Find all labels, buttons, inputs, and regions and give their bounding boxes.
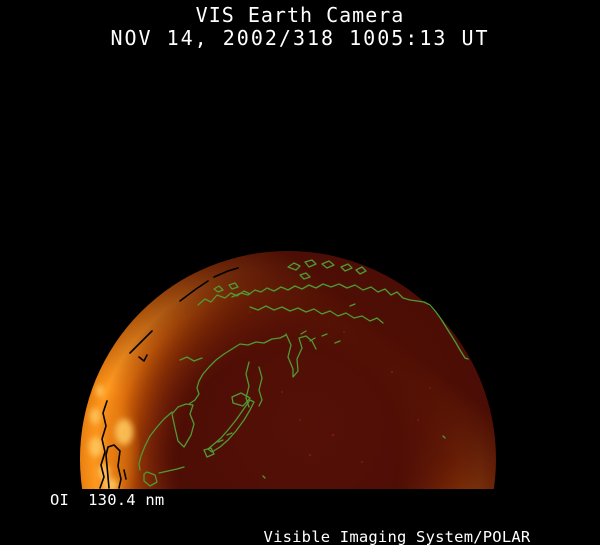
credit-block: Visible Imaging System/POLAR The Univers… — [244, 491, 549, 545]
image-title: VIS Earth Camera — [195, 3, 405, 27]
noise-speck — [390, 370, 394, 374]
coastline-path — [138, 411, 185, 487]
noise-speck — [331, 433, 335, 437]
noise-speck — [280, 390, 284, 394]
black-coastline-path — [129, 330, 153, 362]
coastline-path — [171, 403, 195, 448]
limb-hotspot — [89, 437, 103, 457]
limb-hotspot — [96, 385, 104, 397]
limb-hotspot — [115, 419, 133, 445]
coastline-path — [179, 356, 203, 362]
coastline-path — [207, 399, 255, 453]
title-block: VIS Earth Camera NOV 14, 2002/318 1005:1… — [0, 4, 600, 50]
noise-speck — [308, 453, 312, 457]
noise-speck — [299, 419, 301, 421]
black-coastline-path — [99, 400, 108, 489]
limb-hotspot — [90, 408, 100, 424]
coastline-path — [213, 282, 239, 293]
coastline-path — [231, 283, 425, 303]
coastline-path — [262, 303, 446, 479]
coastline-overlay-green — [138, 259, 469, 487]
noise-speck — [416, 418, 420, 422]
dayglow-limb — [80, 251, 496, 489]
wavelength-label: OI 130.4 nm — [50, 491, 165, 509]
image-timestamp: NOV 14, 2002/318 1005:13 UT — [110, 26, 490, 50]
black-coastline-path — [213, 267, 239, 278]
coastline-path — [287, 259, 367, 280]
coastline-path — [203, 432, 233, 458]
coastline-path — [231, 334, 287, 350]
noise-speck — [343, 331, 345, 333]
noise-speck — [429, 387, 431, 389]
coastline-path — [249, 305, 384, 324]
coastline-path — [285, 333, 317, 378]
black-coastline-path — [179, 280, 209, 302]
credit-line-1: Visible Imaging System/POLAR — [263, 528, 531, 545]
limb-hotspot — [102, 478, 118, 489]
coastline-path — [231, 392, 251, 407]
coastline-path — [188, 348, 233, 405]
black-coastline-path — [105, 444, 127, 489]
coastline-overlay-black — [99, 267, 239, 489]
coastline-path — [423, 301, 469, 360]
noise-speck — [360, 460, 364, 464]
noise-speck — [249, 311, 251, 313]
